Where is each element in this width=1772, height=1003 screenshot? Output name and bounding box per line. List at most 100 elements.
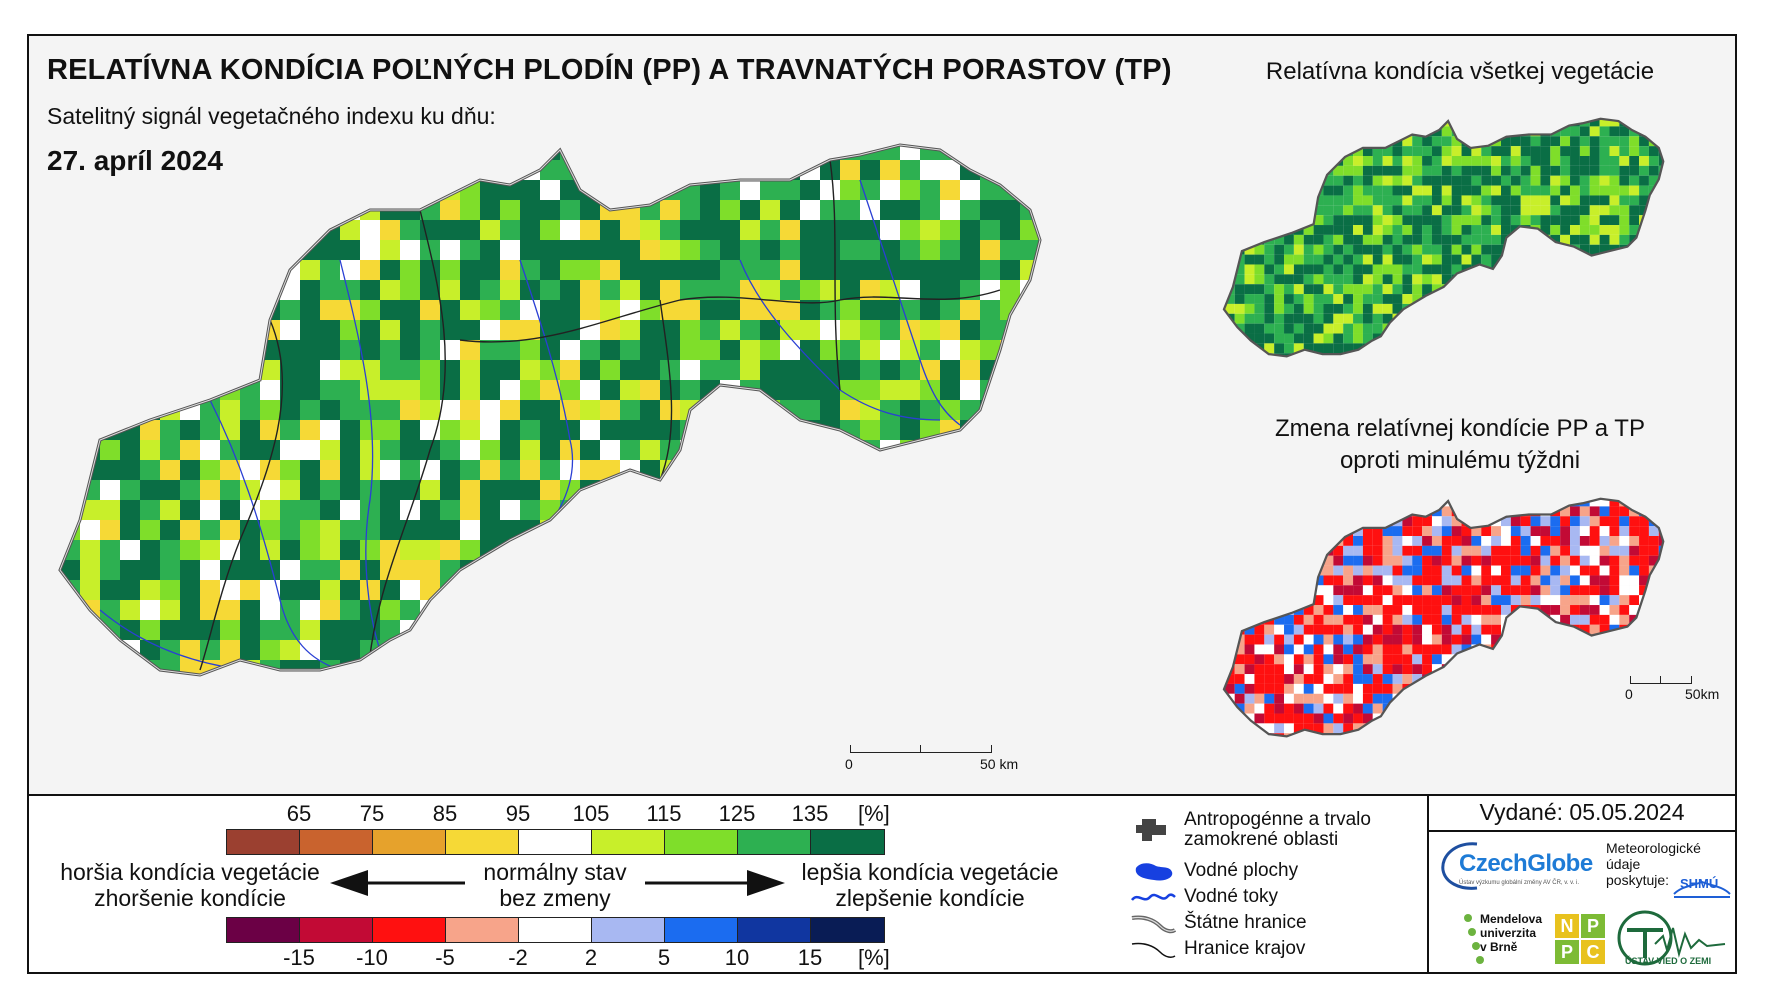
map-cell (1392, 284, 1403, 295)
map-cell (1481, 565, 1492, 576)
map-cell (1422, 693, 1432, 704)
map-cell (1658, 215, 1664, 226)
map-cell (860, 160, 880, 180)
map-cell (640, 160, 660, 180)
map-cell (1451, 605, 1462, 615)
map-cell (1501, 185, 1511, 196)
map-cell (140, 580, 160, 600)
map-cell (560, 520, 580, 540)
map-cell (1372, 136, 1383, 147)
map-cell (1412, 614, 1423, 625)
map-cell (880, 380, 900, 400)
map-cell (1224, 723, 1235, 734)
map-cell (860, 680, 880, 700)
map-cell (440, 660, 460, 675)
map-cell (1471, 205, 1482, 216)
map-cell (1313, 634, 1324, 645)
map-cell (1343, 614, 1354, 625)
map-cell (1481, 205, 1492, 216)
map-cell (1392, 723, 1403, 734)
map-cell (1659, 743, 1669, 753)
map-cell (320, 420, 340, 440)
map-cell (1323, 614, 1334, 625)
map-cell (1501, 225, 1511, 235)
map-cell (1224, 294, 1235, 304)
map-cell (1570, 146, 1580, 156)
map-cell (960, 480, 980, 500)
map-cell (1382, 333, 1393, 344)
map-cell (1264, 624, 1275, 635)
map-cell (1223, 118, 1225, 127)
map-cell (1224, 634, 1235, 645)
map-cell (1284, 195, 1294, 206)
map-cell (1530, 165, 1541, 176)
map-cell (280, 640, 300, 660)
map-cell (1264, 313, 1275, 324)
map-cell (100, 240, 120, 260)
map-cell (1234, 654, 1245, 665)
tick-label: -15 (283, 945, 315, 970)
map-cell (1609, 333, 1620, 344)
map-cell (1234, 205, 1245, 216)
map-cell (1293, 165, 1304, 176)
map-cell (660, 500, 680, 520)
map-cell (1264, 575, 1275, 586)
map-cell (1570, 294, 1580, 304)
map-cell (1234, 605, 1245, 615)
map-cell (1461, 498, 1472, 507)
map-cell (480, 660, 500, 675)
map-cell (1501, 674, 1511, 684)
map-cell (520, 660, 540, 675)
map-cell (80, 620, 100, 640)
map-cell (420, 640, 440, 660)
map-cell (1392, 498, 1403, 507)
map-cell (560, 460, 580, 480)
map-cell (1491, 703, 1501, 714)
map-cell (1293, 126, 1304, 137)
map-cell (1353, 323, 1363, 334)
map-cell (220, 560, 240, 580)
map-cell (120, 400, 140, 420)
map-cell (860, 520, 880, 540)
map-cell (1313, 723, 1324, 734)
map-cell (1313, 126, 1324, 137)
map-cell (640, 320, 660, 340)
map-cell (860, 500, 880, 520)
map-cell (560, 420, 580, 440)
map-cell (1530, 343, 1541, 354)
map-cell (1353, 343, 1363, 354)
map-cell (1510, 526, 1521, 536)
map-cell (720, 460, 740, 480)
map-cell (800, 180, 820, 200)
map-cell (1284, 146, 1294, 156)
map-cell (1353, 683, 1363, 694)
map-cell (1284, 234, 1294, 245)
map-cell (1658, 654, 1664, 665)
map-cell (1530, 156, 1541, 166)
map-cell (1313, 136, 1324, 147)
top-color-segment (373, 830, 446, 854)
tick-label: -5 (435, 945, 455, 970)
map-cell (1619, 605, 1630, 615)
map-cell (960, 180, 980, 200)
map-cell (480, 220, 500, 240)
map-cell (1333, 205, 1344, 216)
map-cell (1303, 536, 1314, 546)
map-cell (460, 280, 480, 300)
map-cell (40, 600, 60, 620)
map-cell (1422, 733, 1432, 737)
map-cell (1293, 664, 1304, 675)
map-cell (1234, 713, 1245, 724)
map-cell (1020, 680, 1040, 700)
map-cell (200, 500, 220, 520)
map-cell (1599, 254, 1610, 265)
map-cell (980, 560, 1000, 580)
map-cell (1570, 205, 1580, 216)
map-cell (840, 240, 860, 260)
map-cell (1284, 244, 1294, 255)
map-cell (180, 540, 200, 560)
map-cell (1510, 723, 1521, 734)
map-cell (1441, 136, 1452, 147)
map-cell (1530, 683, 1541, 694)
map-cell (1619, 634, 1630, 645)
